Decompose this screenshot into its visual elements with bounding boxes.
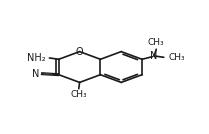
Text: N: N xyxy=(150,51,158,61)
Text: CH₃: CH₃ xyxy=(70,90,87,99)
Text: O: O xyxy=(76,47,83,57)
Text: N: N xyxy=(32,69,40,79)
Text: CH₃: CH₃ xyxy=(148,38,164,47)
Text: NH₂: NH₂ xyxy=(27,53,45,63)
Text: CH₃: CH₃ xyxy=(168,53,185,62)
